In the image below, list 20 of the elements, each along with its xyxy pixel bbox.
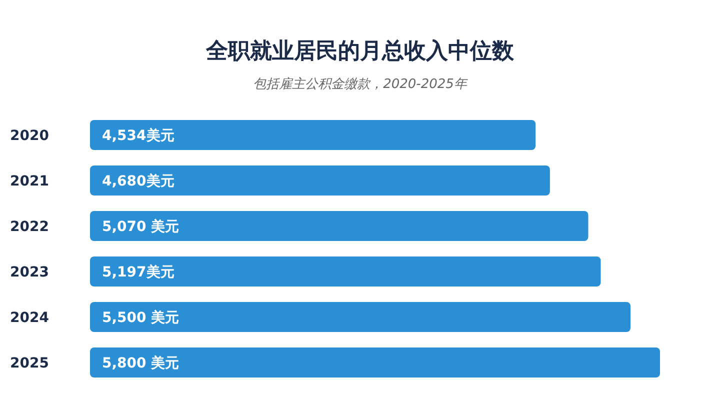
chart-subtitle: 包括雇主公积金缴款，2020-2025年 — [253, 76, 468, 92]
bar — [90, 166, 550, 196]
data-label: 4,680美元 — [102, 172, 174, 190]
bar — [90, 302, 631, 332]
bar — [90, 256, 601, 286]
y-tick-label: 2025 — [10, 356, 49, 372]
data-label: 5,070 美元 — [102, 218, 180, 235]
data-label: 5,500 美元 — [102, 309, 180, 326]
y-tick-label: 2020 — [10, 128, 50, 144]
y-tick-label: 2022 — [10, 219, 49, 235]
y-tick-label: 2024 — [10, 310, 50, 326]
y-tick-label: 2023 — [10, 264, 49, 280]
data-label: 5,197美元 — [102, 264, 174, 280]
bar — [90, 348, 660, 378]
data-label: 4,534美元 — [102, 127, 174, 144]
chart-title: 全职就业居民的月总收入中位数 — [205, 39, 515, 64]
bar — [90, 211, 588, 241]
bar — [90, 120, 536, 150]
data-label: 5,800 美元 — [102, 354, 180, 372]
y-tick-label: 2021 — [10, 174, 49, 190]
